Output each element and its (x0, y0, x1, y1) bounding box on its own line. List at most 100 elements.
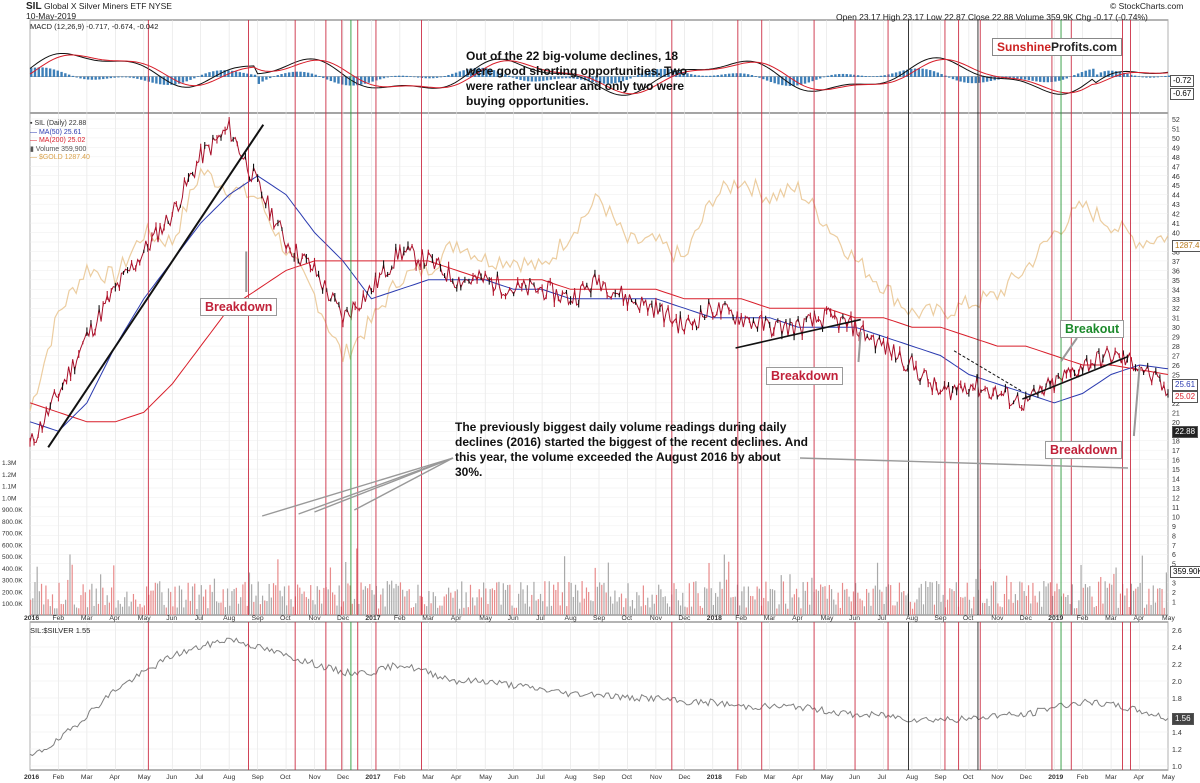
macd-histogram-bar (982, 76, 985, 83)
volume-bar (603, 582, 605, 615)
macd-histogram-bar (329, 76, 333, 82)
volume-bar (1106, 587, 1108, 615)
macd-histogram-bar (193, 76, 196, 79)
declining-resistance-line (953, 350, 1023, 392)
volume-bar (137, 606, 139, 615)
volume-bar (415, 603, 417, 615)
volume-bar (522, 589, 524, 615)
macd-histogram-bar (250, 74, 253, 77)
volume-bar (830, 589, 833, 615)
x-tick-label: Mar (764, 774, 776, 781)
macd-histogram-bar (860, 75, 864, 77)
x-tick-label: Oct (280, 774, 291, 781)
price-tick-label: 49 (1172, 145, 1180, 152)
macd-histogram-bar (731, 73, 735, 77)
volume-bar (528, 606, 531, 615)
macd-histogram-bar (580, 76, 583, 80)
volume-bar (806, 581, 809, 615)
volume-bar (95, 588, 97, 615)
volume-bar (848, 596, 850, 615)
volume-bar (971, 608, 973, 615)
macd-histogram-bar (132, 76, 135, 79)
macd-histogram-bar (970, 76, 974, 84)
macd-histogram-bar (845, 74, 848, 77)
x-tick-label: Apr (792, 615, 803, 622)
x-tick-label: Aug (906, 774, 918, 781)
macd-histogram-bar (875, 76, 879, 77)
ratio-tick-label: 2.6 (1172, 628, 1182, 635)
volume-bar (798, 597, 800, 615)
ratio-tick-label: 1.0 (1172, 764, 1182, 771)
price-tick-label: 47 (1172, 164, 1180, 171)
macd-histogram-bar (432, 76, 435, 79)
macd-histogram-bar (849, 74, 852, 77)
macd-histogram-bar (94, 76, 97, 80)
macd-histogram-bar (52, 69, 56, 77)
macd-histogram-bar (929, 70, 932, 77)
volume-bar (467, 607, 469, 615)
volume-bar (257, 581, 259, 615)
price-tick-label: 44 (1172, 193, 1180, 200)
macd-histogram-bar (314, 74, 317, 77)
volume-bar (235, 587, 237, 615)
x-tick-label: Dec (337, 615, 350, 622)
volume-bar (883, 603, 885, 615)
price-tick-label: 36 (1172, 268, 1180, 275)
macd-histogram-bar (750, 75, 754, 77)
price-tick-label: 13 (1172, 486, 1180, 493)
volume-bar (995, 581, 997, 615)
x-tick-label: Jul (195, 774, 204, 781)
volume-bar (1012, 602, 1014, 615)
macd-histogram-bar (1099, 72, 1103, 77)
macd-histogram-bar (872, 76, 875, 77)
x-tick-label: May (821, 615, 834, 622)
volume-bar (246, 605, 248, 615)
volume-bar (426, 606, 428, 615)
volume-bar (741, 591, 743, 615)
volume-bar (570, 582, 572, 615)
volume-bar (861, 600, 863, 615)
volume-bar (653, 603, 655, 615)
macd-histogram-bar (318, 76, 321, 77)
volume-bar (102, 587, 104, 615)
volume-bar (835, 604, 837, 615)
macd-histogram-bar (37, 67, 40, 77)
macd-histogram-bar (792, 76, 795, 86)
macd-histogram-bar (1039, 76, 1042, 82)
macd-histogram-bar (955, 76, 958, 81)
volume-bar (472, 597, 474, 615)
macd-histogram-bar (659, 68, 663, 77)
macd-histogram-bar (1122, 72, 1125, 77)
volume-bar (384, 606, 386, 615)
volume-bar (548, 581, 550, 615)
price-tick-label: 14 (1172, 477, 1180, 484)
volume-bar (82, 584, 84, 615)
volume-bar (1047, 583, 1049, 615)
volume-bar (583, 598, 585, 615)
macd-histogram-bar (215, 70, 219, 77)
uptrend-line (47, 124, 265, 448)
x-tick-label: Feb (394, 615, 406, 622)
macd-histogram-bar (306, 72, 310, 77)
volume-bar (362, 589, 364, 615)
macd-histogram-bar (614, 76, 617, 84)
volume-bar (493, 590, 496, 615)
volume-bar (1132, 590, 1135, 615)
legend-volume: ▮ Volume 359,900 (30, 145, 87, 153)
x-tick-label: Mar (1105, 615, 1117, 622)
rising-support-line (735, 318, 861, 349)
volume-bar (1139, 582, 1141, 615)
volume-bar (649, 607, 651, 615)
volume-bar (642, 585, 644, 615)
macd-histogram-bar (610, 76, 613, 84)
macd-histogram-bar (333, 76, 336, 83)
volume-bar (316, 586, 318, 615)
volume-bar (135, 599, 137, 615)
macd-histogram-bar (1035, 76, 1038, 82)
volume-bar (279, 590, 281, 615)
macd-histogram-bar (735, 73, 738, 77)
macd-histogram-bar (1088, 69, 1091, 77)
macd-histogram-bar (947, 76, 951, 78)
macd-histogram-bar (898, 71, 902, 77)
volume-bar (1154, 602, 1157, 615)
